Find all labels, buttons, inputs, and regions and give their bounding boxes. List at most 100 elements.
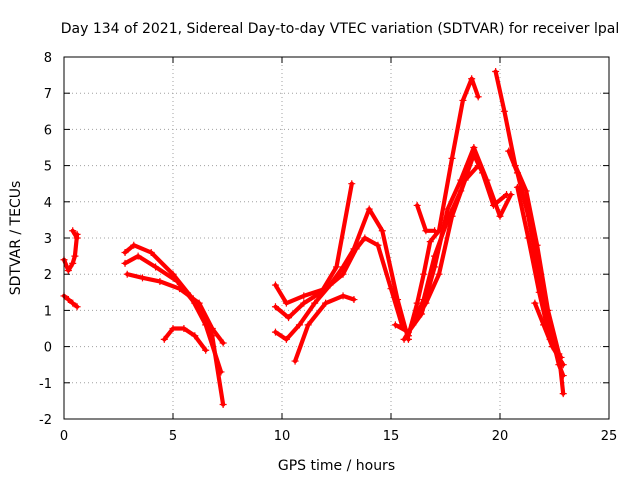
series-line — [493, 69, 566, 396]
data-point-marker — [559, 372, 567, 380]
y-tick-label: 1 — [44, 304, 52, 319]
data-point-marker — [413, 201, 421, 209]
data-point-marker — [339, 292, 347, 300]
series-arc-a2 — [121, 252, 227, 409]
data-point-marker — [394, 296, 402, 304]
x-tick-label: 20 — [492, 429, 509, 444]
data-point-marker — [191, 332, 199, 340]
series-arc-b3 — [271, 205, 412, 343]
series-line — [415, 163, 481, 320]
data-point-marker — [73, 303, 81, 311]
data-point-marker — [374, 241, 382, 249]
data-point-marker — [559, 390, 567, 398]
data-point-marker — [208, 325, 216, 332]
data-point-marker — [295, 321, 303, 329]
y-tick-label: 8 — [44, 51, 52, 66]
series-arc-c3 — [391, 144, 515, 336]
data-point-marker — [413, 314, 421, 322]
x-axis-label: GPS time / hours — [278, 458, 395, 474]
data-series — [60, 67, 567, 409]
x-tick-label: 0 — [60, 429, 68, 444]
data-point-marker — [513, 169, 521, 177]
data-point-marker — [130, 241, 138, 249]
data-point-marker — [69, 299, 77, 307]
data-point-marker — [304, 321, 312, 329]
data-point-marker — [378, 227, 386, 235]
data-point-marker — [496, 212, 504, 220]
x-tick-label: 5 — [169, 429, 177, 444]
data-point-marker — [176, 285, 184, 293]
data-point-marker — [71, 252, 79, 260]
x-tick-label: 15 — [383, 429, 400, 444]
data-point-marker — [444, 205, 452, 213]
series-arc-c5 — [413, 162, 482, 322]
data-point-marker — [156, 277, 164, 285]
data-point-marker — [350, 296, 358, 304]
data-point-marker — [219, 339, 227, 347]
data-point-marker — [271, 328, 279, 336]
data-point-marker — [365, 205, 373, 213]
data-point-marker — [282, 335, 290, 343]
series-line — [61, 293, 80, 309]
data-point-marker — [492, 67, 500, 75]
data-point-marker — [300, 292, 308, 300]
data-point-marker — [333, 263, 340, 271]
series-arc-a4 — [160, 325, 210, 354]
data-point-marker — [413, 299, 421, 307]
x-tick-label: 10 — [274, 429, 291, 444]
data-point-marker — [73, 234, 81, 242]
series-arc-early-1 — [60, 230, 81, 275]
data-point-marker — [448, 212, 456, 220]
data-point-marker — [474, 162, 482, 170]
data-point-marker — [339, 270, 347, 278]
data-point-marker — [134, 252, 142, 260]
data-point-marker — [282, 299, 290, 307]
series-line — [273, 181, 354, 320]
series-arc-d4 — [531, 299, 567, 369]
data-point-marker — [219, 401, 227, 409]
data-point-marker — [524, 234, 532, 242]
data-point-marker — [271, 281, 279, 289]
x-tick-label: 25 — [601, 429, 618, 444]
data-point-marker — [459, 96, 467, 104]
series-line — [70, 228, 80, 241]
data-point-marker — [431, 263, 439, 271]
data-point-marker — [169, 325, 177, 332]
series-line — [532, 301, 566, 367]
data-point-marker — [420, 270, 428, 278]
chart-title: Day 134 of 2021, Sidereal Day-to-day VTE… — [61, 21, 619, 37]
data-point-marker — [474, 93, 482, 101]
data-point-marker — [548, 343, 556, 351]
data-point-marker — [348, 180, 356, 188]
data-point-marker — [326, 281, 334, 289]
data-point-marker — [540, 321, 548, 329]
data-point-marker — [435, 270, 443, 278]
series-arc-c4 — [413, 201, 439, 235]
data-point-marker — [422, 299, 430, 307]
data-point-marker — [448, 154, 456, 162]
data-point-marker — [513, 183, 521, 191]
data-point-marker — [531, 299, 539, 307]
y-tick-label: 6 — [44, 123, 52, 138]
data-point-marker — [69, 259, 77, 267]
data-point-marker — [300, 299, 308, 307]
data-point-marker — [147, 248, 155, 256]
data-point-marker — [470, 144, 478, 151]
series-arc-a3 — [123, 270, 227, 347]
data-point-marker — [524, 212, 532, 220]
data-point-marker — [535, 288, 543, 296]
data-point-marker — [461, 176, 469, 184]
series-line — [122, 243, 224, 374]
data-point-marker — [160, 335, 168, 343]
data-point-marker — [180, 325, 188, 332]
data-point-marker — [121, 248, 129, 256]
data-point-marker — [208, 332, 216, 340]
y-tick-label: -1 — [39, 377, 52, 392]
data-point-marker — [123, 270, 131, 278]
series-arc-early-3 — [69, 227, 81, 242]
data-point-marker — [138, 274, 146, 282]
data-point-marker — [64, 296, 72, 304]
data-point-marker — [468, 75, 476, 83]
series-line — [61, 232, 80, 273]
data-point-marker — [152, 263, 160, 271]
